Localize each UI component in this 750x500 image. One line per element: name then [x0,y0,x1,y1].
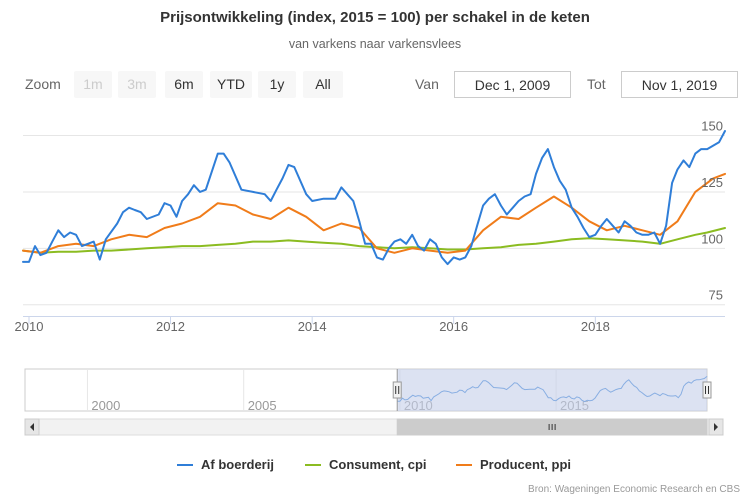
legend-label-producer: Producent, ppi [480,457,571,472]
zoom-ytd-button[interactable]: YTD [210,71,252,98]
scroll-left-arrow-icon [30,423,34,431]
legend-swatch-consumer [305,464,321,466]
nav-tick-label-2005: 2005 [248,398,277,413]
navigator-handle-right[interactable] [702,381,712,399]
nav-tick-label-2000: 2000 [91,398,120,413]
x-tick-label-2012: 2012 [156,319,185,334]
y-tick-label-125: 125 [701,175,723,190]
x-tick-label-2016: 2016 [439,319,468,334]
legend-label-consumer: Consument, cpi [329,457,427,472]
range-from-input[interactable]: Dec 1, 2009 [454,71,571,98]
range-to-label: Tot [587,76,606,92]
scroll-right-arrow-icon [714,423,718,431]
scrollbar [24,418,724,436]
navigator-handle-left[interactable] [392,381,402,399]
y-tick-label-75: 75 [709,288,723,303]
zoom-6m-button[interactable]: 6m [165,71,203,98]
range-to-input[interactable]: Nov 1, 2019 [621,71,738,98]
y-tick-label-100: 100 [701,231,723,246]
main-axis: 75 100 125 150 2010 2012 2014 2016 2018 [15,119,725,334]
legend-swatch-producer [456,464,472,466]
credits-text: Bron: Wageningen Economic Research en CB… [528,484,740,495]
legend-swatch-farm [177,464,193,466]
x-tick-label-2010: 2010 [15,319,44,334]
main-series-group [22,130,726,266]
main-grid [23,135,725,306]
y-tick-label-150: 150 [701,119,723,134]
series-line-2 [22,172,726,254]
series-line-0 [22,130,726,266]
navigator: 2000200520102015 [24,368,712,413]
navigator-selection-mask [397,369,707,411]
zoom-1y-button[interactable]: 1y [258,71,296,98]
handle-body [392,381,402,399]
range-from-label: Van [415,76,439,92]
handle-body [702,381,712,399]
x-tick-label-2018: 2018 [581,319,610,334]
chart-subtitle: van varkens naar varkensvlees [288,37,462,51]
zoom-3m-button[interactable]: 3m [118,71,156,98]
chart-title: Prijsontwikkeling (index, 2015 = 100) pe… [160,9,590,26]
legend-label-farm: Af boerderij [201,457,274,472]
zoom-all-button[interactable]: All [303,71,343,98]
zoom-label: Zoom [25,76,61,92]
x-tick-label-2014: 2014 [298,319,327,334]
zoom-1m-button[interactable]: 1m [74,71,112,98]
